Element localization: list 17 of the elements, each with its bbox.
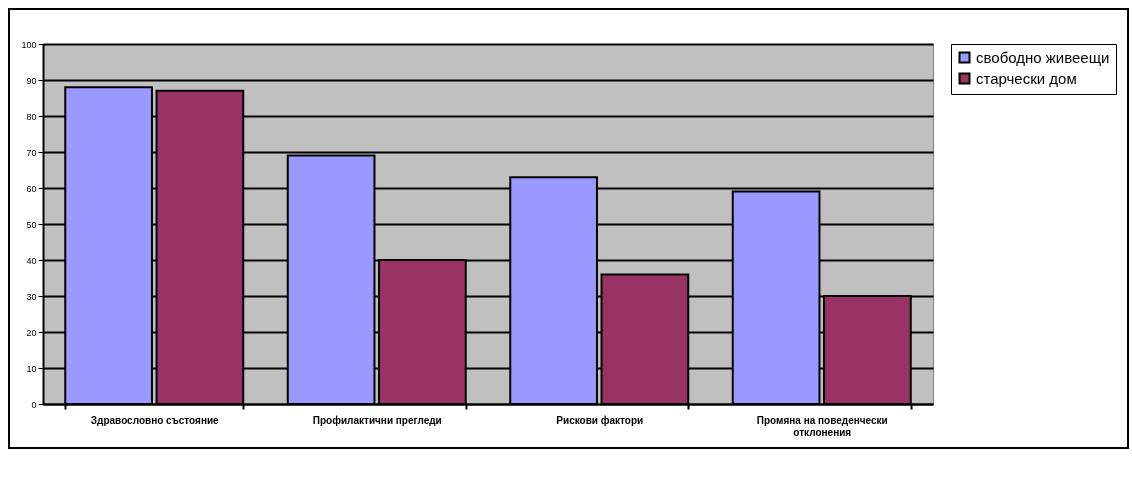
y-tick-label: 30 [26,291,37,302]
legend-label: старчески дом [976,69,1077,87]
x-tick-label: Профилактични прегледи [312,414,442,426]
y-tick-label: 40 [26,255,37,266]
x-tick-label: Рискови фактори [556,414,644,426]
y-tick-label: 50 [26,219,37,230]
y-tick-label: 70 [26,147,37,158]
y-tick-label: 10 [26,363,37,374]
y-tick-label: 0 [31,399,37,410]
x-tick-label: Здравословно състояние [90,414,220,426]
y-tick-label: 90 [26,75,37,86]
legend-label: свободно живеещи [976,48,1110,66]
y-tick-label: 60 [26,183,37,194]
y-tick-label: 20 [26,327,37,338]
y-tick-label: 100 [21,39,37,50]
y-tick-label: 80 [26,111,37,122]
x-tick-label: Промяна на поведенчески отклонения [756,414,888,438]
